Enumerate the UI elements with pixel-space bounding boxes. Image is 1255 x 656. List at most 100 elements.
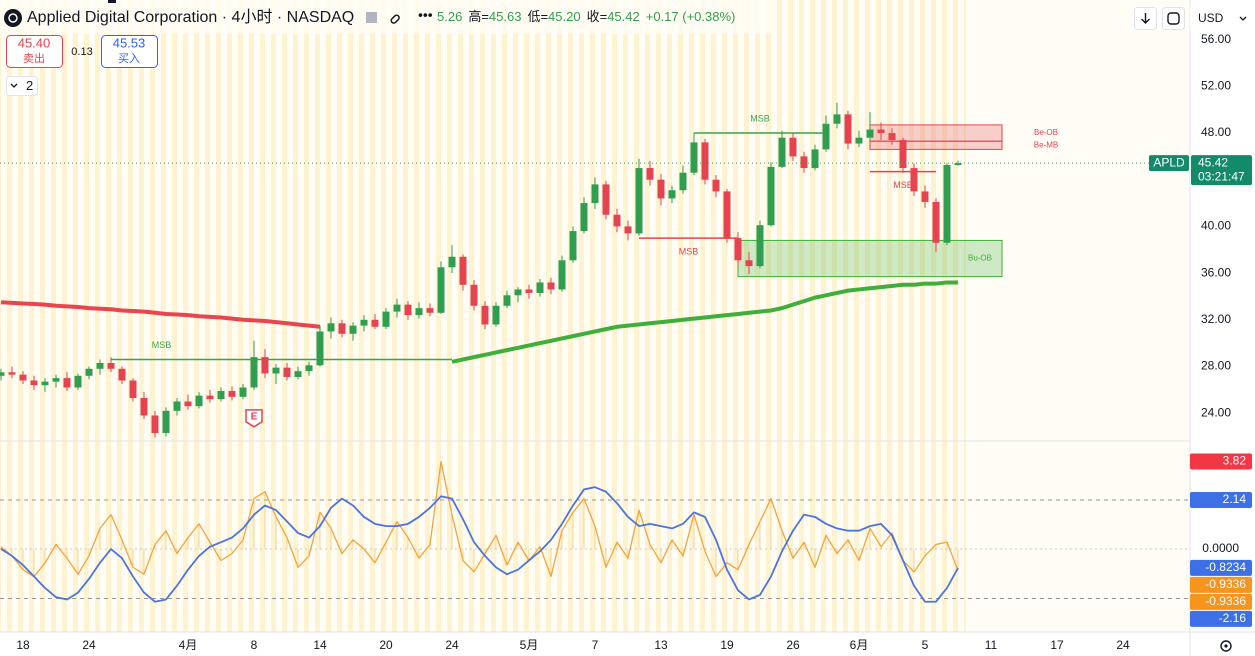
candle-body <box>800 156 808 169</box>
candle-body <box>349 325 357 334</box>
buy-price[interactable]: 45.53 <box>113 35 146 50</box>
oscillator-line <box>0 486 959 603</box>
y-tick-label: 32.00 <box>1201 312 1231 326</box>
layers-count[interactable]: 2 <box>26 78 33 93</box>
candle-body <box>745 260 753 267</box>
candle-body <box>261 357 269 374</box>
buy-label[interactable]: 买入 <box>118 52 140 65</box>
candle-body <box>107 362 115 369</box>
candle-body <box>514 289 522 296</box>
x-tick-label: 11 <box>985 638 998 652</box>
reset-button[interactable] <box>1162 7 1185 30</box>
candle-body <box>932 201 940 243</box>
x-tick-label: 14 <box>313 638 327 652</box>
buy-button[interactable]: 45.53 买入 <box>101 35 158 68</box>
candle-body <box>492 305 500 325</box>
candle-body <box>96 362 104 369</box>
candle-body <box>657 179 665 199</box>
y-tick-label: 24.00 <box>1201 405 1231 419</box>
more-icon[interactable]: ••• <box>418 7 433 23</box>
x-tick-label: 24 <box>82 638 96 652</box>
candle-body <box>184 401 192 407</box>
candle-body <box>921 191 929 202</box>
symbol-title[interactable]: Applied Digital Corporation · 4小时 · NASD… <box>27 8 354 26</box>
value-marker <box>1190 453 1252 470</box>
currency[interactable]: USD <box>1198 11 1224 25</box>
value-marker <box>1190 576 1252 593</box>
candle-body <box>910 168 918 192</box>
earnings-marker <box>245 409 263 428</box>
candle-body <box>613 214 621 227</box>
candle-body <box>118 368 126 381</box>
candle-body <box>129 380 137 398</box>
candle-body <box>0 372 5 376</box>
candle-body <box>602 184 610 215</box>
x-tick-label: 7 <box>592 638 599 652</box>
candle-body <box>239 387 247 397</box>
sell-price[interactable]: 45.40 <box>18 35 51 50</box>
sell-box[interactable] <box>6 35 63 68</box>
candle-body <box>426 308 434 313</box>
ohlc-value: 45.42 <box>607 9 640 24</box>
candle-body <box>206 395 214 400</box>
candle-body <box>888 133 896 141</box>
x-tick-label: 5月 <box>520 638 539 652</box>
settings-icon[interactable] <box>1220 640 1232 652</box>
gear[interactable] <box>1220 640 1232 652</box>
price-tag-value: 45.42 <box>1198 155 1228 169</box>
candle-body <box>272 367 280 374</box>
candle-body <box>437 267 445 313</box>
candle-body <box>591 184 599 204</box>
candle-body <box>558 260 566 290</box>
candle-body <box>866 129 874 138</box>
down-icon <box>1141 13 1150 24</box>
buy-box[interactable] <box>101 35 158 68</box>
link-icon[interactable] <box>390 14 400 24</box>
candle-body <box>877 129 885 134</box>
candle-body <box>844 114 852 144</box>
symbol-tag-label: APLD <box>1153 155 1185 169</box>
spread: 0.13 <box>71 46 92 58</box>
tab-indicator <box>108 0 116 3</box>
candle-body <box>448 256 456 268</box>
x-tick-label: 5 <box>922 638 929 652</box>
value-marker-label: -0.9336 <box>1205 577 1246 591</box>
candle-body <box>756 225 764 267</box>
scroll-button[interactable] <box>1134 7 1157 30</box>
value-marker-label: 3.82 <box>1223 454 1247 468</box>
structure-label: MSB <box>750 113 770 123</box>
candle-body <box>30 380 38 386</box>
sell-button[interactable]: 45.40 卖出 <box>6 35 63 68</box>
candle-body <box>536 282 544 293</box>
flag-icon[interactable] <box>366 12 377 23</box>
button-box[interactable] <box>1162 7 1185 30</box>
candle-body <box>723 191 731 239</box>
symbol-logo <box>4 9 22 27</box>
candle-body <box>778 137 786 167</box>
x-tick-label: 19 <box>720 638 734 652</box>
candle-body <box>228 390 236 397</box>
x-tick-label: 17 <box>1050 638 1064 652</box>
candle-body <box>140 397 148 416</box>
value-marker-label: -2.16 <box>1219 611 1247 625</box>
open-value: 5.26 <box>437 9 462 24</box>
candle-body <box>162 410 170 433</box>
x-tick-label: 18 <box>16 638 30 652</box>
y-tick-label: 0.0000 <box>1202 541 1239 555</box>
layers-box[interactable] <box>6 76 38 96</box>
x-tick-label: 4月 <box>179 638 198 652</box>
candle-body <box>250 357 258 388</box>
sell-label[interactable]: 卖出 <box>23 51 45 65</box>
candle-body <box>294 371 302 377</box>
value-marker-label: 2.14 <box>1223 492 1247 506</box>
candle-body <box>580 203 588 232</box>
y-tick-label: 36.00 <box>1201 265 1231 279</box>
candle-body <box>899 140 907 169</box>
candle-body <box>481 305 489 325</box>
gear-hub <box>1224 644 1228 648</box>
structure-label: MSB <box>893 180 913 190</box>
candle-body <box>63 378 71 388</box>
candle-body <box>811 149 819 169</box>
layers-toggle[interactable]: 2 <box>6 76 38 96</box>
candle-body <box>195 395 203 407</box>
